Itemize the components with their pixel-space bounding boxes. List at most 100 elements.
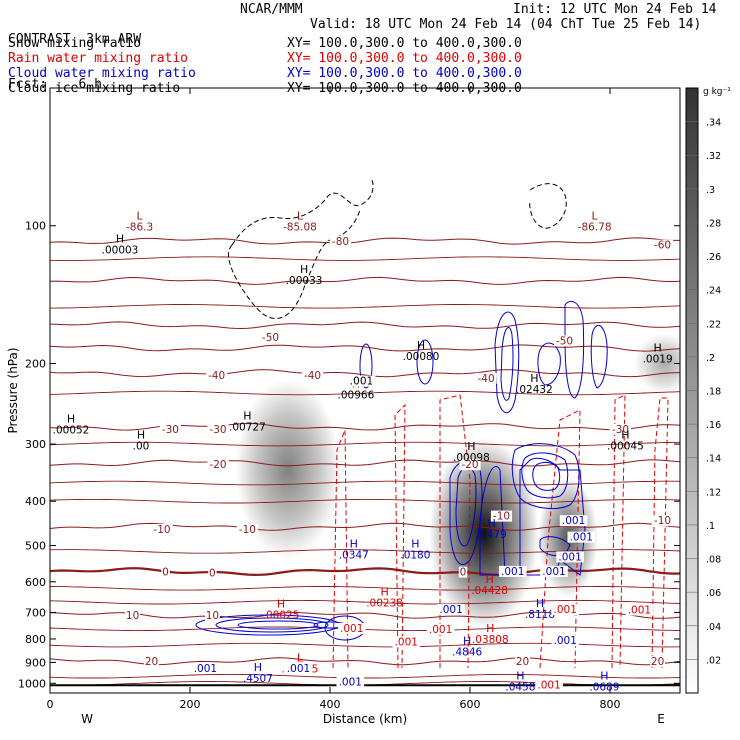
contour-value-label: .001 bbox=[570, 532, 593, 544]
y-tick-label: 200 bbox=[25, 357, 46, 370]
cloud-ice-contours bbox=[228, 179, 567, 319]
colorbar-tick-label: .22 bbox=[706, 319, 721, 330]
temperature-contour bbox=[50, 549, 680, 554]
label-bg bbox=[392, 636, 421, 648]
rain-contour bbox=[651, 397, 669, 669]
colorbar-tick-label: .08 bbox=[706, 555, 721, 566]
temperature-contours bbox=[50, 237, 680, 686]
extremum-value: .00727 bbox=[229, 422, 266, 434]
temperature-label: 20 bbox=[651, 656, 664, 668]
cloud-ice-contour bbox=[529, 183, 567, 229]
high-marker: H bbox=[600, 669, 608, 682]
temperature-contour bbox=[50, 344, 680, 352]
header-title: CONTRAST 3km ARW bbox=[8, 32, 142, 47]
label-bg bbox=[609, 423, 632, 435]
contour-value-label: .001 bbox=[628, 605, 651, 617]
high-marker: H bbox=[488, 517, 496, 530]
colorbar-tick-label: .2 bbox=[706, 353, 715, 364]
header-left: CONTRAST 3km ARW Fcst: 6 h bbox=[8, 2, 141, 107]
low-marker: L bbox=[137, 210, 144, 223]
high-marker: H bbox=[621, 429, 629, 442]
colorbar-unit: g kg⁻¹ bbox=[703, 87, 731, 97]
temperature-contour bbox=[50, 673, 680, 679]
label-bg bbox=[191, 662, 220, 674]
cloud-water-contour bbox=[359, 343, 373, 389]
label-bg bbox=[205, 610, 220, 622]
cloud-water-contour bbox=[479, 457, 586, 576]
extremum-value: .1479 bbox=[477, 529, 507, 541]
extremum-value: .00045 bbox=[607, 441, 644, 453]
label-bg bbox=[207, 459, 229, 471]
contour-value-label: .001 bbox=[562, 515, 585, 527]
y-tick-label: 300 bbox=[25, 438, 46, 451]
high-marker: H bbox=[380, 586, 388, 599]
extremum-value: -85.08 bbox=[283, 222, 317, 234]
temperature-label: 10 bbox=[206, 610, 219, 622]
temperature-label: 10 bbox=[126, 610, 139, 622]
x-tick-label: 200 bbox=[180, 698, 201, 711]
west-label: W bbox=[81, 712, 93, 726]
extremum-value: .03808 bbox=[472, 634, 509, 646]
contour-value-label: .001 bbox=[554, 604, 577, 616]
high-marker: H bbox=[653, 341, 661, 354]
rain-contour bbox=[394, 403, 406, 669]
extremum-value: .00033 bbox=[286, 275, 323, 287]
label-bg bbox=[650, 655, 665, 667]
y-tick-label: 400 bbox=[25, 495, 46, 508]
extremum-value: .0180 bbox=[400, 549, 430, 561]
high-marker: H bbox=[411, 537, 419, 550]
contour-value-label: .001 bbox=[537, 679, 560, 691]
temperature-label: -20 bbox=[209, 459, 226, 471]
temperature-contour bbox=[50, 422, 680, 431]
temperature-contour bbox=[50, 441, 680, 447]
header-forecast: Fcst: 6 h bbox=[8, 77, 102, 92]
label-bg bbox=[437, 603, 465, 615]
label-bg bbox=[206, 370, 228, 382]
label-bg bbox=[651, 515, 674, 527]
extremum-value: -86.78 bbox=[578, 222, 612, 234]
rain-contour bbox=[539, 409, 581, 669]
x-tick-label: 0 bbox=[47, 698, 54, 711]
cloud-ice-contour bbox=[228, 179, 374, 319]
label-bg bbox=[301, 370, 324, 382]
temperature-label: -40 bbox=[208, 370, 225, 382]
temperature-label: -50 bbox=[262, 332, 279, 344]
high-marker: H bbox=[516, 669, 524, 682]
colorbar-tick-label: .14 bbox=[706, 454, 721, 465]
temperature-contour bbox=[50, 237, 680, 245]
temperature-label: -60 bbox=[654, 240, 671, 252]
temperature-label: -10 bbox=[239, 524, 256, 536]
temperature-contour bbox=[50, 522, 680, 531]
label-bg bbox=[540, 565, 568, 577]
label-bg bbox=[159, 423, 181, 435]
contour-value-label: .001 bbox=[287, 663, 310, 675]
temperature-label: -40 bbox=[478, 373, 495, 385]
temperature-label: 20 bbox=[516, 656, 529, 668]
label-bg bbox=[490, 510, 513, 522]
contour-value-label: .001 bbox=[439, 604, 462, 616]
label-bg bbox=[426, 623, 455, 635]
temperature-label: -50 bbox=[556, 335, 573, 347]
y-tick-label: 900 bbox=[25, 656, 46, 669]
label-bg bbox=[475, 372, 497, 384]
extremum-value: .4507 bbox=[243, 673, 273, 685]
contour-value-label: .001 bbox=[429, 624, 452, 636]
colorbar-tick-label: .28 bbox=[706, 218, 721, 229]
temperature-contour bbox=[50, 369, 680, 378]
temperature-label: -30 bbox=[162, 424, 179, 436]
cloud-water-contour bbox=[494, 311, 520, 413]
colorbar-tick-label: .06 bbox=[706, 588, 721, 599]
temperature-contour bbox=[50, 586, 680, 591]
label-bg bbox=[125, 610, 140, 622]
high-marker: H bbox=[485, 573, 493, 586]
cloud-water-contour bbox=[564, 300, 585, 399]
legend-snow-label: Snow mixing ratio bbox=[8, 36, 142, 51]
x-axis-label: Distance (km) bbox=[323, 712, 407, 726]
extremum-value: .00966 bbox=[338, 390, 375, 402]
high-marker: H bbox=[486, 622, 494, 635]
extremum-value: .00025 bbox=[263, 610, 300, 622]
y-tick-label: 500 bbox=[25, 540, 46, 553]
extremum-value: .00080 bbox=[403, 351, 440, 363]
label-bg bbox=[535, 679, 563, 691]
legend-rain-label: Rain water mixing ratio bbox=[8, 51, 189, 66]
